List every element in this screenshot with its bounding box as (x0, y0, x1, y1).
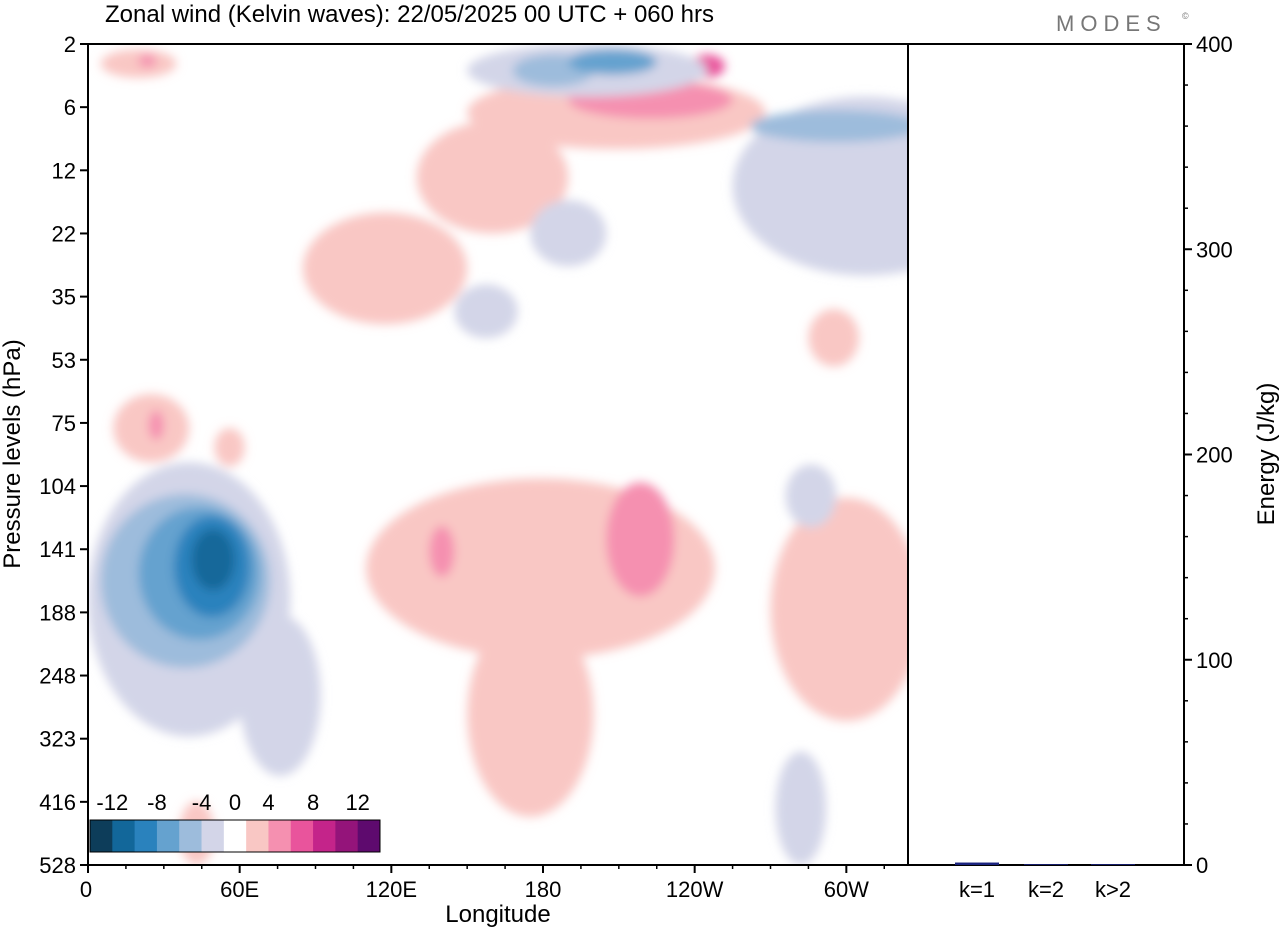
wind-anomaly-region-29 (808, 309, 859, 367)
colorbar-label: -4 (192, 790, 212, 815)
energy-axis-label: Energy (J/kg) (1253, 383, 1280, 526)
energy-frame (907, 43, 1185, 866)
colorbar-swatch (90, 820, 113, 852)
energy-axes: k=1 k=2 k>2 0 100 200 300 400 (959, 32, 1233, 902)
x-tick-label: 120E (366, 877, 417, 902)
colorbar-frame (89, 819, 381, 853)
colorbar-label: 0 (229, 790, 241, 815)
wind-anomaly-region-25 (606, 482, 675, 597)
x-tick-label: 60W (824, 877, 869, 902)
wind-anomaly-region-19 (191, 529, 235, 591)
energy-bar-3 (1091, 864, 1135, 865)
wind-anomaly-region-32 (785, 464, 837, 528)
x-tick-label: 180 (525, 877, 562, 902)
y-tick-label: 6 (64, 95, 76, 120)
wind-anomaly-region-30 (935, 528, 998, 748)
colorbar-swatch (246, 820, 269, 852)
energy-category-label: k=2 (1028, 877, 1064, 902)
colorbar-swatch (201, 820, 225, 852)
wind-anomaly-region-12 (750, 110, 908, 143)
y-tick-label: 53 (52, 348, 76, 373)
energy-category-label: k=1 (959, 877, 995, 902)
colorbar-swatch (112, 820, 136, 852)
colorbar-swatch (357, 820, 381, 852)
energy-tick-label: 400 (1196, 32, 1233, 57)
wind-anomaly-region-10 (568, 49, 657, 75)
x-axis-label: Longitude (445, 901, 550, 928)
wind-anomaly-region-14 (454, 284, 518, 339)
wind-anomaly-region-20 (239, 614, 321, 776)
energy-tick-label: 300 (1196, 237, 1233, 262)
colorbar-swatch (134, 820, 158, 852)
y-tick-label: 75 (52, 411, 76, 436)
energy-tick-label: 200 (1196, 443, 1233, 468)
copyright-mark: © (1182, 11, 1189, 21)
y-tick-label: 2 (64, 32, 76, 57)
y-tick-label: 22 (52, 221, 76, 246)
wind-anomaly-region-11 (732, 96, 908, 276)
colorbar-label: 4 (262, 790, 274, 815)
energy-bar-1 (955, 862, 999, 865)
wind-anomaly-region-7 (302, 212, 468, 325)
y-tick-label: 416 (39, 790, 76, 815)
energy-tick-label: 0 (1196, 853, 1208, 878)
wind-anomaly-region-22 (148, 410, 164, 441)
colorbar-swatch (179, 820, 203, 852)
wind-anomaly-region-1 (100, 49, 177, 78)
colorbar-label: -12 (96, 790, 128, 815)
x-tick-label: 0 (80, 877, 92, 902)
energy-bar-2 (1024, 864, 1068, 865)
wind-anomaly-region-26 (429, 525, 455, 577)
y-tick-label: 248 (39, 664, 76, 689)
x-tick-label: 120W (666, 877, 724, 902)
y-tick-label: 528 (39, 853, 76, 878)
colorbar-swatch (223, 820, 247, 852)
y-tick-label: 12 (52, 158, 76, 183)
colorbar-swatch (335, 820, 359, 852)
colorbar-swatch (268, 820, 292, 852)
wind-anomaly-region-33 (775, 751, 827, 865)
energy-bars (955, 862, 1135, 865)
wind-anomaly-region-2 (138, 54, 157, 68)
wind-anomaly-region-31 (960, 551, 998, 654)
y-tick-label: 104 (39, 474, 76, 499)
colorbar-label: -8 (147, 790, 167, 815)
wind-anomaly-region-23 (214, 428, 245, 467)
colorbar-swatch (290, 820, 314, 852)
colorbar-label: 12 (345, 790, 369, 815)
brand-logo: MODES (1056, 11, 1167, 36)
energy-category-label: k>2 (1095, 877, 1131, 902)
wind-anomaly-region-28 (770, 497, 908, 722)
colorbar-label: 8 (307, 790, 319, 815)
y-axis-label: Pressure levels (hPa) (0, 339, 26, 568)
y-tick-label: 188 (39, 600, 76, 625)
wind-anomaly-region-13 (530, 200, 607, 267)
colorbar-swatch (156, 820, 180, 852)
colorbar: -12 -8 -4 0 4 8 12 (89, 790, 381, 853)
wind-anomaly-region-6 (416, 121, 569, 234)
heatmap-field (88, 44, 998, 865)
y-tick-label: 141 (39, 537, 76, 562)
x-tick-label: 60E (220, 877, 259, 902)
energy-tick-label: 100 (1196, 648, 1233, 673)
wind-anomaly-region-27 (467, 612, 594, 817)
chart-title: Zonal wind (Kelvin waves): 22/05/2025 00… (105, 1, 714, 28)
y-tick-label: 323 (39, 727, 76, 752)
colorbar-swatch (313, 820, 336, 852)
y-tick-label: 35 (52, 285, 76, 310)
